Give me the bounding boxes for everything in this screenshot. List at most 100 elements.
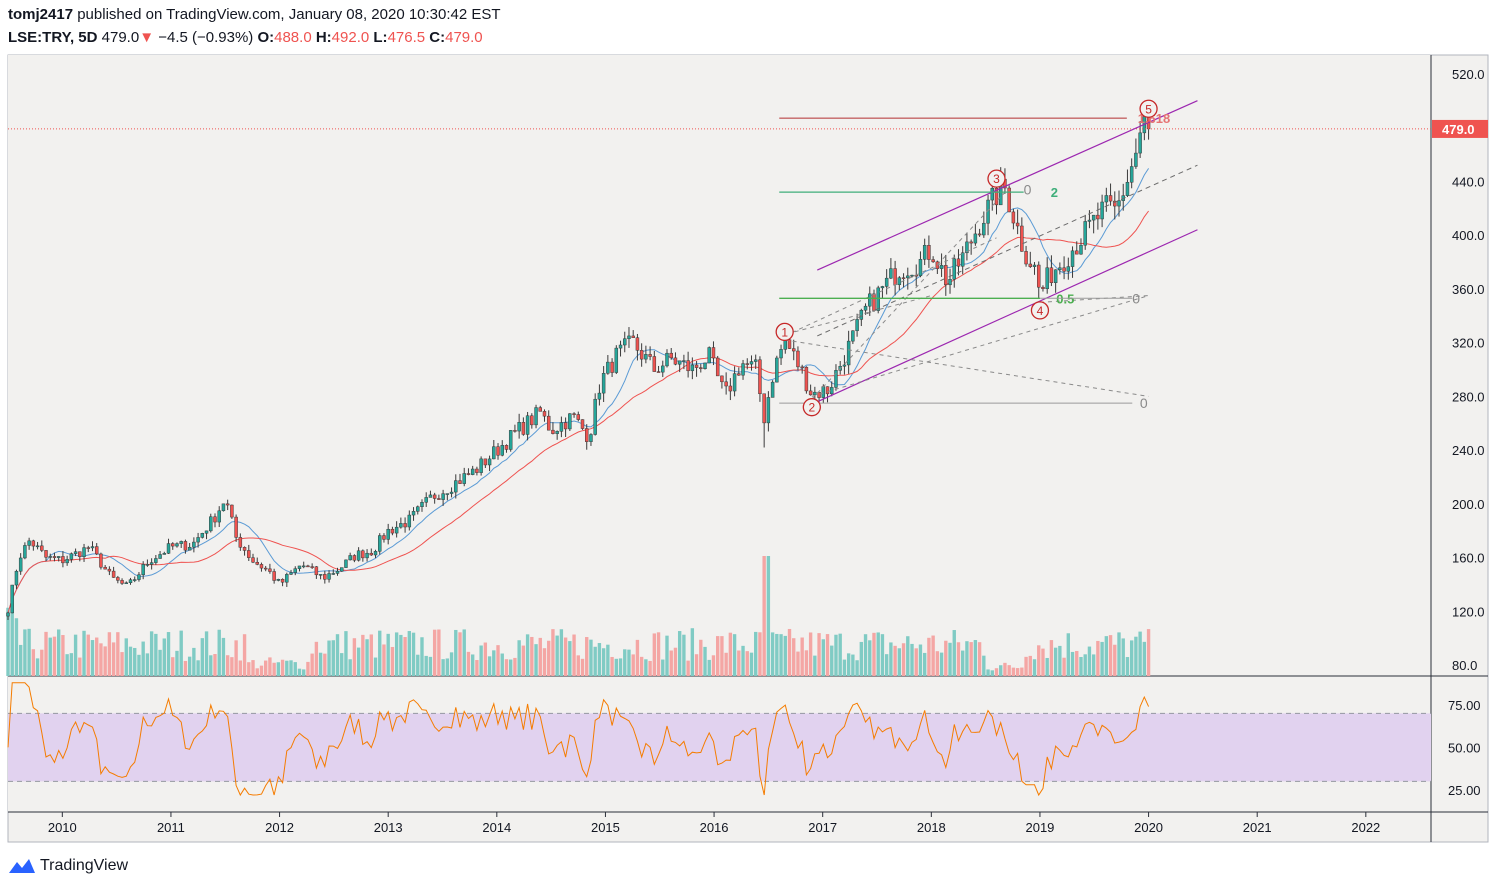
candle-body[interactable]	[707, 347, 711, 364]
candle-body[interactable]	[1024, 251, 1028, 265]
wave-marker-4[interactable]	[1030, 301, 1050, 320]
candle-body[interactable]	[711, 347, 716, 359]
candle-body[interactable]	[40, 545, 44, 551]
candle-body[interactable]	[365, 552, 369, 559]
candle-body[interactable]	[6, 612, 10, 617]
candle-body[interactable]	[791, 348, 796, 352]
candle-body[interactable]	[196, 537, 200, 543]
candle-body[interactable]	[399, 523, 403, 528]
wave-marker-5[interactable]	[1139, 99, 1158, 118]
candle-body[interactable]	[116, 577, 120, 581]
rsi-tick-label[interactable]: 75.00	[1448, 698, 1481, 713]
candle-body[interactable]	[749, 361, 754, 365]
candle-body[interactable]	[661, 365, 665, 373]
fib-helper-dashed-line[interactable]	[1039, 295, 1149, 303]
candle-body[interactable]	[948, 279, 952, 286]
candles-layer[interactable]	[6, 107, 1151, 620]
author-name[interactable]: tomj2417	[8, 6, 74, 23]
candle-body[interactable]	[766, 397, 771, 424]
candle-body[interactable]	[492, 446, 496, 460]
candle-body[interactable]	[504, 445, 509, 450]
candle-body[interactable]	[631, 335, 635, 338]
candle-body[interactable]	[580, 419, 585, 429]
candle-body[interactable]	[483, 458, 488, 466]
candle-body[interactable]	[141, 564, 145, 575]
candle-body[interactable]	[348, 555, 352, 561]
candle-body[interactable]	[162, 553, 167, 555]
candle-body[interactable]	[1129, 166, 1134, 183]
candle-body[interactable]	[1053, 269, 1058, 283]
candle-body[interactable]	[103, 566, 107, 570]
price-tick-label[interactable]: 440.0	[1452, 174, 1485, 189]
candle-body[interactable]	[817, 391, 821, 398]
candle-body[interactable]	[758, 359, 762, 395]
candle-body[interactable]	[555, 431, 559, 434]
candle-body[interactable]	[775, 357, 779, 383]
candle-body[interactable]	[1032, 264, 1037, 267]
candle-body[interactable]	[487, 458, 492, 466]
candle-body[interactable]	[500, 445, 504, 456]
candle-body[interactable]	[965, 241, 969, 254]
candle-body[interactable]	[1007, 187, 1011, 213]
candle-body[interactable]	[432, 494, 437, 499]
candle-body[interactable]	[927, 245, 931, 260]
candle-body[interactable]	[259, 564, 264, 569]
price-tick-label[interactable]: 160.0	[1452, 551, 1485, 566]
candle-body[interactable]	[124, 582, 129, 585]
candle-body[interactable]	[192, 541, 196, 548]
candle-body[interactable]	[639, 350, 644, 360]
candle-body[interactable]	[111, 570, 116, 578]
candle-body[interactable]	[863, 305, 868, 311]
candle-body[interactable]	[656, 371, 661, 373]
candle-body[interactable]	[525, 415, 530, 435]
candle-body[interactable]	[931, 259, 935, 263]
candle-body[interactable]	[145, 564, 150, 566]
candle-body[interactable]	[1125, 181, 1130, 196]
price-pane[interactable]	[8, 55, 1431, 676]
candle-body[interactable]	[44, 550, 48, 558]
candle-body[interactable]	[175, 543, 179, 547]
time-tick-label[interactable]: 2018	[917, 820, 946, 835]
rsi-tick-label[interactable]: 25.00	[1448, 783, 1481, 798]
candle-body[interactable]	[572, 413, 576, 415]
candle-body[interactable]	[542, 411, 547, 417]
candle-body[interactable]	[171, 543, 175, 547]
candle-body[interactable]	[1011, 211, 1016, 224]
time-tick-label[interactable]: 2017	[808, 820, 837, 835]
candle-body[interactable]	[1020, 225, 1024, 252]
candle-body[interactable]	[356, 550, 361, 561]
candle-body[interactable]	[56, 556, 61, 558]
candle-body[interactable]	[1091, 214, 1096, 221]
candle-body[interactable]	[35, 545, 40, 548]
candle-body[interactable]	[546, 415, 551, 431]
time-tick-label[interactable]: 2012	[265, 820, 294, 835]
candle-body[interactable]	[513, 430, 517, 432]
candle-body[interactable]	[960, 252, 965, 267]
candle-body[interactable]	[378, 535, 382, 552]
candle-body[interactable]	[745, 363, 749, 365]
candle-body[interactable]	[373, 551, 378, 556]
time-tick-label[interactable]: 2019	[1025, 820, 1054, 835]
time-tick-label[interactable]: 2020	[1134, 820, 1163, 835]
candle-body[interactable]	[534, 407, 538, 426]
candle-body[interactable]	[390, 528, 395, 534]
candle-body[interactable]	[813, 391, 817, 396]
candle-body[interactable]	[403, 523, 407, 528]
candle-body[interactable]	[994, 187, 999, 206]
candle-body[interactable]	[969, 241, 973, 244]
channel-lower-line[interactable]	[817, 229, 1198, 403]
candle-body[interactable]	[559, 422, 564, 432]
candle-body[interactable]	[737, 373, 741, 376]
candle-body[interactable]	[538, 407, 542, 412]
candle-body[interactable]	[1108, 195, 1113, 202]
candle-body[interactable]	[1028, 263, 1033, 267]
candle-body[interactable]	[263, 567, 268, 570]
candle-body[interactable]	[623, 338, 627, 346]
candle-body[interactable]	[939, 265, 944, 269]
candle-body[interactable]	[1066, 266, 1071, 272]
candle-body[interactable]	[107, 568, 112, 572]
price-tick-label[interactable]: 200.0	[1452, 497, 1485, 512]
price-tick-label[interactable]: 320.0	[1452, 336, 1485, 351]
candle-body[interactable]	[694, 364, 699, 368]
candle-body[interactable]	[669, 352, 673, 359]
